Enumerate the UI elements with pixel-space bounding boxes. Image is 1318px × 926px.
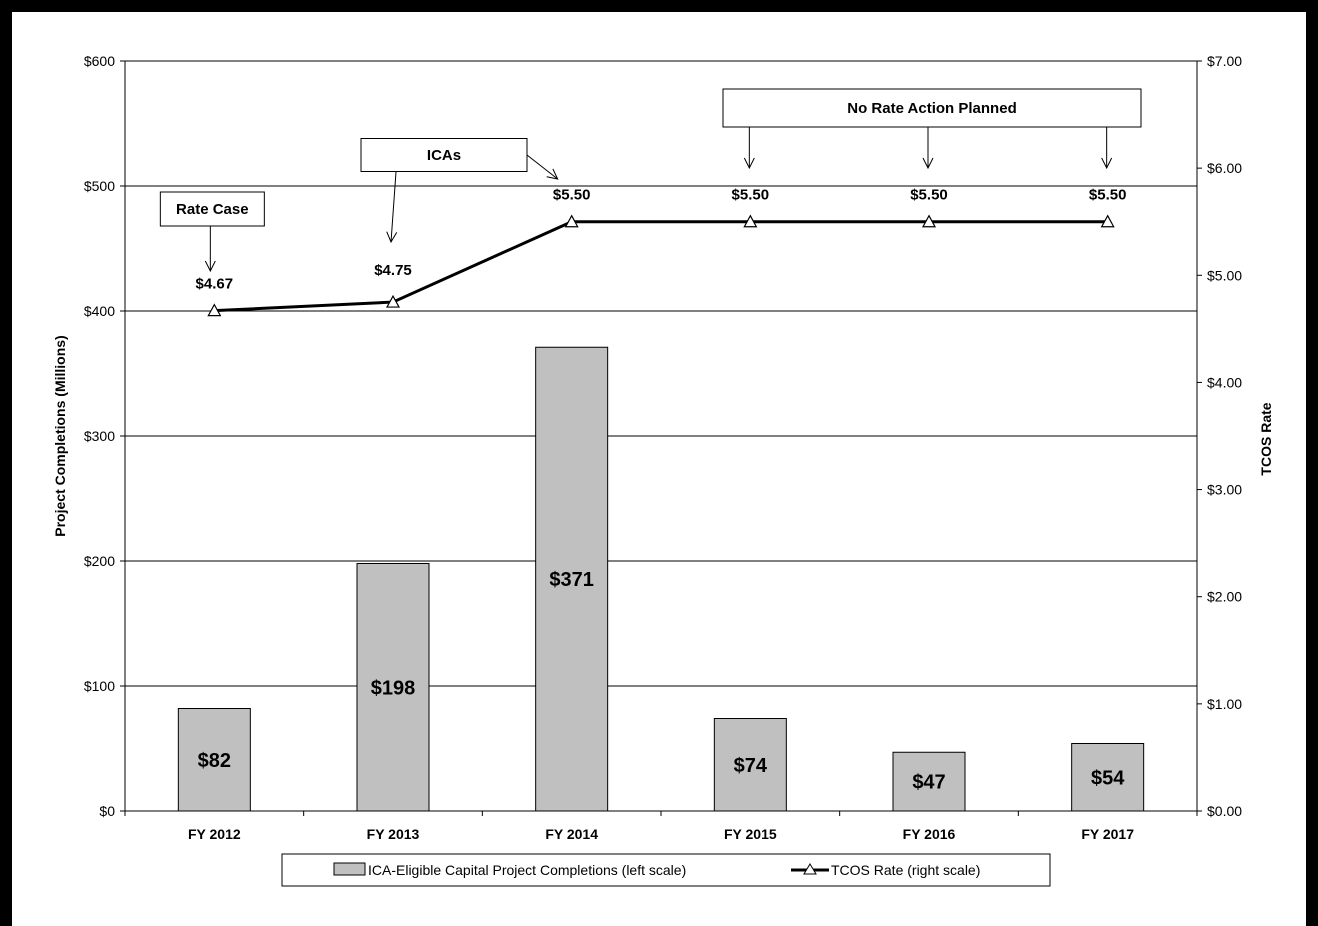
legend-line-label: TCOS Rate (right scale) <box>831 862 980 878</box>
callout-arrow <box>391 171 396 242</box>
right-tick-label: $7.00 <box>1207 53 1242 69</box>
callout-arrow <box>526 154 558 179</box>
rate-value-label: $4.75 <box>374 262 412 279</box>
bar-value-label: $371 <box>549 569 594 591</box>
rate-marker <box>207 303 222 317</box>
legend-box <box>281 853 1051 887</box>
left-tick-label: $500 <box>84 178 115 194</box>
bar <box>892 751 966 812</box>
right-tick-label: $5.00 <box>1207 267 1242 283</box>
combo-chart: $82$198$371$74$47 $54 $0$100$200$300$400$… <box>52 53 1274 887</box>
right-tick-label: $2.00 <box>1207 589 1242 605</box>
left-tick-label: $400 <box>84 303 115 319</box>
callouts: Rate Case ICAs No Rate Action Planned <box>159 88 1142 271</box>
x-tick-label: FY 2014 <box>545 826 598 842</box>
right-tick-label: $3.00 <box>1207 482 1242 498</box>
x-tick-label: FY 2015 <box>724 826 777 842</box>
rate-marker <box>385 294 401 308</box>
rate-value-label: $4.67 <box>196 276 234 293</box>
rate-line-series: $4.67 $4.75 $5.50 $5.50 $5.50 $5.50 <box>196 187 1127 317</box>
rate-value-label: $5.50 <box>910 187 948 204</box>
bar-value-label: $54 <box>1091 767 1125 789</box>
rate-marker <box>921 214 937 228</box>
bar <box>356 563 430 812</box>
x-tick-label: FY 2013 <box>367 826 420 842</box>
x-tick-label: FY 2012 <box>188 826 241 842</box>
left-axis-title: Project Completions (Millions) <box>52 335 68 536</box>
chart-area: $82 $198 $371 $74 $47 $54 $0 $100 $200 $300 $400 $… <box>12 12 1306 926</box>
left-tick-label: $200 <box>84 553 115 569</box>
rate-marker <box>743 214 758 228</box>
bar-series: $82 $198 $371 $74 $47 $54 <box>177 346 1145 812</box>
axes: $0 $100 $200 $300 $400 $500 $600 $0.00 $1.00 $2.0… <box>52 53 1274 842</box>
icas-callout-text: ICAs <box>427 147 461 164</box>
rate-case-callout-text: Rate Case <box>176 201 249 218</box>
right-tick-label: $1.00 <box>1207 696 1242 712</box>
bar-value-label: $82 <box>198 750 231 772</box>
icas-callout-box <box>360 138 528 172</box>
legend-marker-swatch <box>803 863 817 875</box>
legend-bar-swatch <box>333 862 366 876</box>
right-axis-title: TCOS Rate <box>1258 402 1274 475</box>
left-tick-label: $0 <box>99 803 115 819</box>
left-tick-label: $600 <box>84 53 115 69</box>
rate-value-label: $5.50 <box>1089 187 1127 204</box>
right-tick-label: $0.00 <box>1207 803 1242 819</box>
bar-value-label: $47 <box>912 772 945 794</box>
right-tick-label: $4.00 <box>1207 374 1242 390</box>
legend-bar-label: ICA-Eligible Capital Project Completions… <box>368 862 686 878</box>
bar-value-label: $198 <box>371 677 416 699</box>
rate-marker <box>564 214 579 228</box>
no-rate-action-callout-box <box>722 88 1142 128</box>
no-rate-action-callout-text: No Rate Action Planned <box>847 100 1016 117</box>
left-tick-label: $300 <box>84 428 115 444</box>
rate-case-callout-box <box>159 191 265 227</box>
bar <box>535 346 609 812</box>
left-tick-label: $100 <box>84 678 115 694</box>
rate-marker <box>1100 214 1115 228</box>
right-tick-label: $6.00 <box>1207 160 1242 176</box>
legend: ICA-Eligible Capital Project Completions… <box>281 853 1051 887</box>
bar <box>713 718 787 812</box>
rate-value-label: $5.50 <box>732 187 770 204</box>
rate-line <box>214 220 1108 313</box>
gridlines <box>125 60 1197 687</box>
bar <box>1071 743 1145 812</box>
rate-value-label: $5.50 <box>553 187 591 204</box>
x-tick-label: FY 2016 <box>903 826 956 842</box>
bar-value-label: $74 <box>734 755 768 777</box>
x-tick-label: FY 2017 <box>1081 826 1134 842</box>
